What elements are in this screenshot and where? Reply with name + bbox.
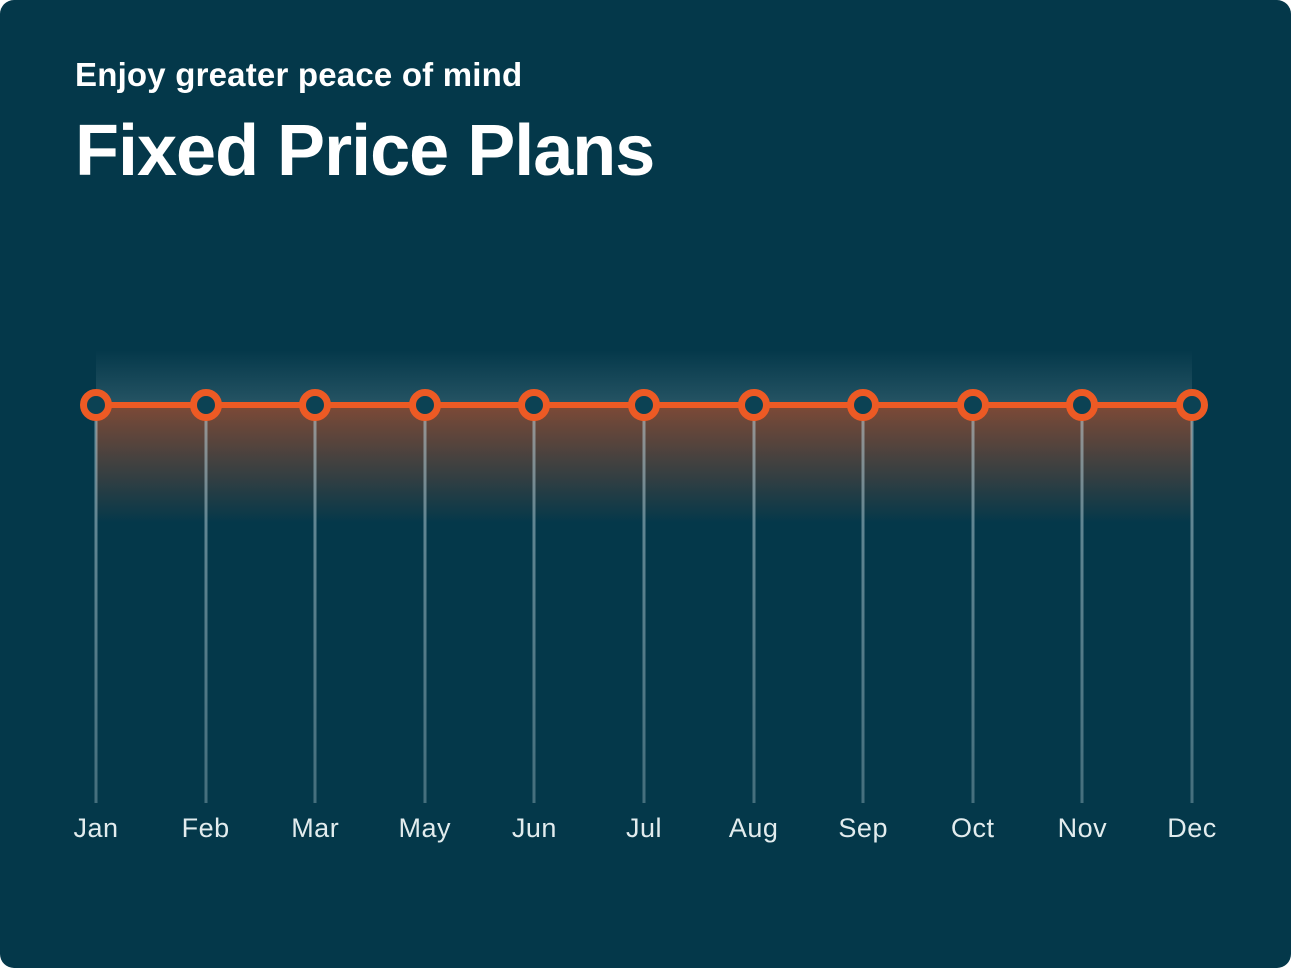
month-label: Oct (951, 813, 995, 843)
data-point-marker (737, 389, 770, 421)
dropline (861, 405, 865, 803)
dropline (1190, 405, 1194, 803)
page-title: Fixed Price Plans (75, 111, 655, 191)
month-label: Jul (625, 813, 663, 843)
month-label: May (398, 813, 452, 843)
data-point-marker (299, 389, 332, 421)
dropline (94, 405, 98, 803)
dropline (532, 405, 536, 803)
month-label: Aug (728, 813, 779, 843)
dropline (971, 405, 975, 803)
subtitle: Enjoy greater peace of mind (75, 56, 523, 93)
month-label: Jan (73, 813, 119, 843)
data-point-marker (628, 389, 660, 421)
dropline (423, 405, 427, 803)
dropline (752, 405, 756, 803)
month-label: Mar (291, 813, 340, 843)
month-label: Jun (511, 813, 557, 843)
month-label: Sep (838, 813, 888, 843)
fixed-price-chart: Jan Feb Mar May Jun Jul Aug Sep Oct Nov Dec (73, 0, 1216, 968)
data-point-marker (1176, 389, 1208, 421)
month-label: Nov (1057, 813, 1108, 843)
data-point-marker (408, 389, 441, 421)
header: Enjoy greater peace of mind Fixed Price … (75, 56, 655, 192)
dropline (204, 405, 208, 803)
data-point-marker (1066, 389, 1099, 421)
month-label: Feb (181, 813, 230, 843)
data-point-marker (80, 389, 112, 421)
data-point-marker (189, 389, 222, 421)
data-point-marker (518, 389, 551, 421)
dropline (642, 405, 646, 803)
data-point-marker (956, 389, 989, 421)
dropline (1080, 405, 1084, 803)
dropline (313, 405, 317, 803)
data-point-marker (847, 389, 880, 421)
month-label: Dec (1167, 813, 1217, 843)
